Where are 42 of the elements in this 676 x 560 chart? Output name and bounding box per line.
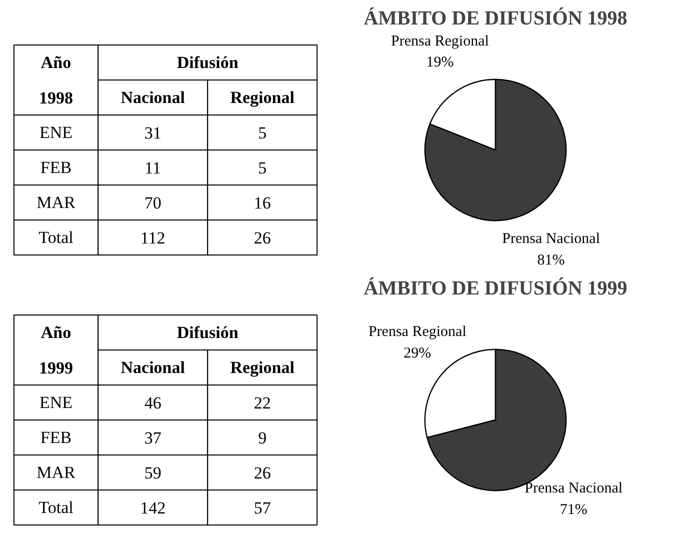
y-axis-title: Año 1998 xyxy=(39,53,74,108)
x-axis-title: Difusión xyxy=(176,323,239,342)
x-tick-label: Nacional xyxy=(120,88,186,107)
data-label: 26 xyxy=(254,228,271,248)
data-label: 9 xyxy=(258,428,267,448)
x-tick-label: Regional xyxy=(230,358,295,377)
y-tick-label: MAR xyxy=(36,463,76,482)
data-label: 59 xyxy=(144,464,162,482)
y-tick-label: MAR xyxy=(36,193,76,212)
y-tick-label: Total xyxy=(38,228,74,247)
data-label: 70 xyxy=(144,194,162,212)
chart-title: ÁMBITO DE DIFUSIÓN 1998 xyxy=(364,6,628,30)
y-tick-label: FEB xyxy=(40,428,72,447)
data-label: 37 xyxy=(144,428,162,448)
slice-label: Prensa Regional xyxy=(391,34,489,50)
slice-label: Prensa Regional xyxy=(368,324,466,340)
data-label: 71% xyxy=(560,502,588,518)
data-label: 26 xyxy=(254,464,271,482)
data-label: 11 xyxy=(144,158,162,178)
data-label: 142 xyxy=(140,498,166,518)
data-label: 16 xyxy=(254,194,271,212)
data-label: 22 xyxy=(254,394,271,412)
data-label: 5 xyxy=(258,124,267,142)
y-tick-label: Total xyxy=(38,498,74,517)
y-axis-title: Año 1999 xyxy=(39,323,74,378)
data-label: 29% xyxy=(404,345,432,362)
y-tick-label: ENE xyxy=(40,393,73,412)
x-tick-label: Regional xyxy=(230,88,295,107)
data-label: 5 xyxy=(258,158,267,178)
x-axis-title: Difusión xyxy=(176,53,239,72)
data-label: 112 xyxy=(140,228,166,248)
data-label: 19% xyxy=(426,54,454,71)
slice-label: Prensa Nacional xyxy=(502,231,600,248)
chart-title: ÁMBITO DE DIFUSIÓN 1999 xyxy=(364,276,628,300)
data-label: 46 xyxy=(144,394,162,412)
data-label: 57 xyxy=(254,498,272,518)
y-tick-label: FEB xyxy=(40,158,72,177)
data-label: 31 xyxy=(144,124,162,142)
y-tick-label: ENE xyxy=(40,123,73,142)
slice-label: Prensa Nacional xyxy=(524,480,623,497)
x-tick-label: Nacional xyxy=(120,358,186,377)
data-label: 81% xyxy=(537,252,565,268)
